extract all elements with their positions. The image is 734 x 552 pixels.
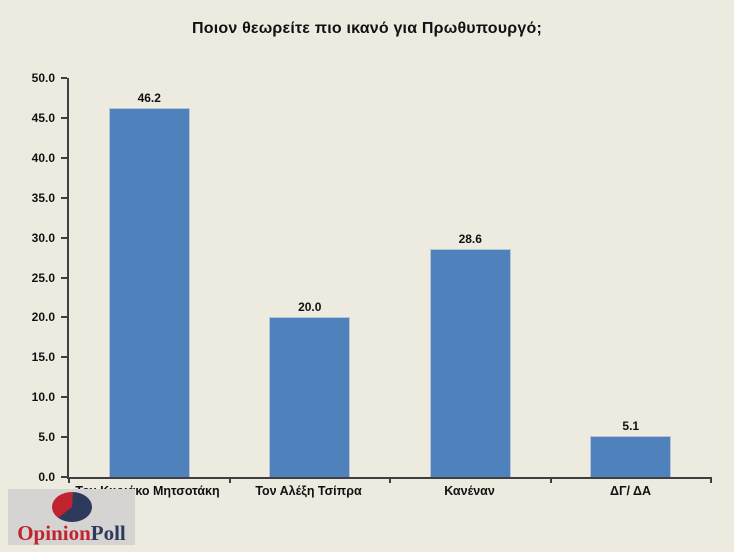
logo-text-poll: Poll (90, 521, 126, 545)
bar (590, 436, 672, 477)
bar-value-label: 20.0 (298, 300, 322, 315)
y-tick-label: 40.0 (31, 150, 55, 165)
y-tick-label: 0.0 (38, 470, 55, 484)
y-tick-label: 20.0 (31, 310, 55, 325)
y-tick-label: 10.0 (31, 390, 55, 405)
opinionpoll-logo: OpinionPoll (8, 489, 135, 545)
logo-text: OpinionPoll (8, 522, 135, 544)
y-tick (61, 396, 67, 399)
bar-value-label: 5.1 (622, 419, 640, 434)
y-tick-label: 50.0 (31, 71, 55, 85)
bar-wrap: 46.2 (108, 78, 190, 477)
bar-value-label: 46.2 (137, 91, 161, 106)
bar (108, 108, 190, 477)
x-tick (389, 477, 391, 483)
bar-wrap: 20.0 (269, 78, 351, 477)
x-tick (228, 477, 231, 483)
y-tick (61, 236, 67, 239)
category-cell: 28.6 (390, 78, 551, 477)
y-tick-label: 5.0 (38, 430, 55, 445)
bar-wrap: 28.6 (429, 78, 511, 477)
y-tick (61, 116, 67, 119)
y-tick (61, 316, 67, 319)
x-category-label: ΔΓ/ ΔΑ (610, 484, 651, 498)
y-tick-label: 15.0 (31, 350, 55, 365)
y-tick-label: 25.0 (31, 270, 55, 285)
bar-wrap: 5.1 (590, 78, 672, 477)
y-tick (61, 77, 67, 79)
bar (429, 248, 511, 477)
y-tick-label: 35.0 (31, 190, 55, 205)
y-tick (61, 476, 67, 478)
y-tick (61, 356, 67, 359)
category-cell: 5.1 (551, 78, 712, 477)
y-tick (61, 196, 67, 199)
x-tick (68, 477, 70, 483)
y-tick (61, 276, 67, 279)
x-category-label: Τον Αλέξη Τσίπρα (255, 484, 362, 498)
y-tick (61, 436, 67, 439)
x-labels-row: Τον Κυριάκο Μητσοτάκη Τον Αλέξη Τσίπρα Καν… (67, 483, 711, 499)
plot-area: 46.2 20.0 28.6 5.1 (67, 78, 712, 483)
y-tick (61, 156, 67, 159)
y-tick-label: 45.0 (31, 110, 55, 125)
logo-text-opinion: Opinion (17, 521, 91, 545)
pie-chart-icon (51, 492, 92, 522)
x-tick (710, 477, 712, 483)
bar-value-label: 28.6 (458, 231, 482, 246)
bars-row: 46.2 20.0 28.6 5.1 (69, 78, 711, 477)
x-tick (549, 477, 552, 483)
chart-title: Ποιον θεωρείτε πιο ικανό για Πρωθυπουργό… (191, 20, 542, 37)
category-cell: 20.0 (230, 78, 391, 477)
y-tick-label: 30.0 (31, 230, 55, 245)
x-category-label: Κανέναν (444, 484, 495, 498)
y-axis: 0.0 5.0 10.0 15.0 20.0 25.0 30.0 35.0 40.0 45.0 50… (0, 71, 67, 484)
category-cell: 46.2 (69, 78, 230, 477)
bar (269, 317, 351, 477)
